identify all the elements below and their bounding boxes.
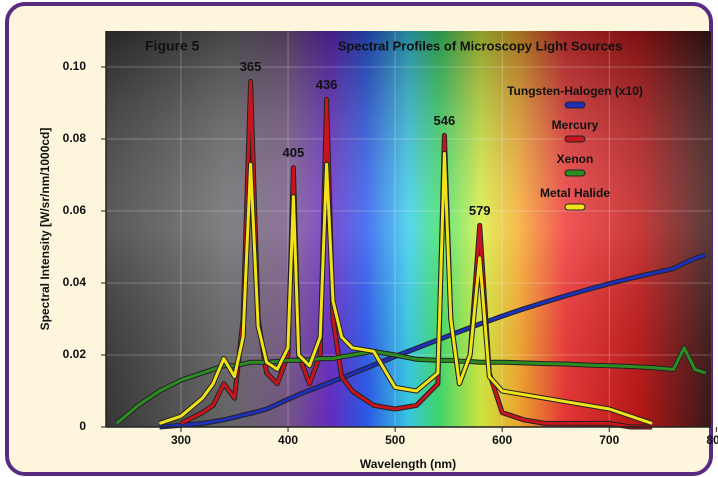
y-tick-label: 0.06 [63, 203, 87, 217]
y-axis-label: Spectral Intensity [W/sr/nm/1000cd] [38, 128, 52, 331]
legend-label: Mercury [552, 118, 599, 132]
y-tick-label: 0.02 [63, 347, 87, 361]
legend-swatch [564, 169, 586, 177]
legend-label: Tungsten-Halogen (x10) [507, 84, 643, 98]
legend-label: Xenon [557, 152, 594, 166]
legend-swatch [564, 101, 586, 109]
x-tick-label: 800 [706, 433, 718, 447]
legend-label: Metal Halide [540, 186, 610, 200]
y-tick-label: 0.08 [63, 131, 87, 145]
x-tick-label: 500 [385, 433, 405, 447]
x-tick-label: 600 [492, 433, 512, 447]
x-tick-label: 700 [599, 433, 619, 447]
y-tick-label: 0.10 [63, 59, 87, 73]
legend-swatch [564, 135, 586, 143]
legend-swatch [564, 203, 586, 211]
peak-label: 365 [240, 59, 262, 74]
x-axis-label: Wavelength (nm) [360, 457, 456, 471]
figure-label: Figure 5 [145, 38, 200, 54]
x-tick-label: 300 [171, 433, 191, 447]
x-tick-label: 400 [278, 433, 298, 447]
y-tick-label: 0.04 [63, 275, 87, 289]
series-line [159, 151, 653, 425]
series-line [180, 79, 653, 429]
series-line [159, 253, 707, 429]
chart-title: Spectral Profiles of Microscopy Light So… [338, 38, 623, 53]
peak-label: 436 [316, 77, 338, 92]
peak-label: 579 [469, 203, 491, 218]
peak-label: 405 [283, 145, 305, 160]
y-tick-label: 0 [79, 419, 86, 433]
peak-label: 546 [434, 113, 456, 128]
plot-shade [106, 31, 711, 427]
